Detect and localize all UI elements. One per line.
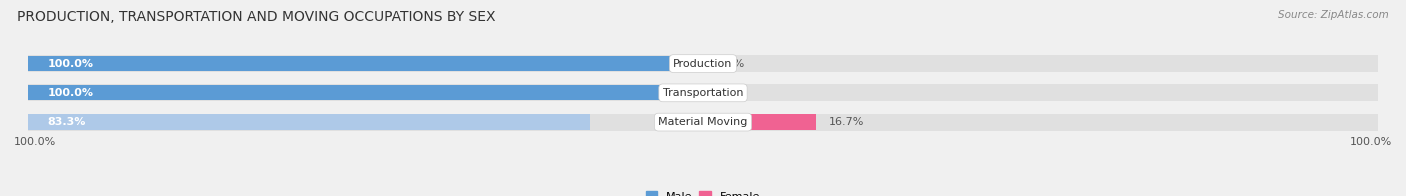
Bar	[28, 55, 1378, 72]
Bar	[28, 85, 703, 101]
Text: 100.0%: 100.0%	[48, 59, 94, 69]
Text: PRODUCTION, TRANSPORTATION AND MOVING OCCUPATIONS BY SEX: PRODUCTION, TRANSPORTATION AND MOVING OC…	[17, 10, 495, 24]
Text: Source: ZipAtlas.com: Source: ZipAtlas.com	[1278, 10, 1389, 20]
Text: 0.0%: 0.0%	[717, 88, 745, 98]
Text: 83.3%: 83.3%	[48, 117, 86, 127]
Bar	[28, 56, 703, 71]
Text: 100.0%: 100.0%	[1350, 137, 1392, 147]
Text: 16.7%: 16.7%	[830, 117, 865, 127]
Text: 100.0%: 100.0%	[48, 88, 94, 98]
Text: Production: Production	[673, 59, 733, 69]
Text: 100.0%: 100.0%	[14, 137, 56, 147]
Text: Transportation: Transportation	[662, 88, 744, 98]
Legend: Male, Female: Male, Female	[641, 187, 765, 196]
Text: Material Moving: Material Moving	[658, 117, 748, 127]
Bar	[28, 84, 1378, 101]
Bar	[28, 114, 1378, 131]
Text: 0.0%: 0.0%	[717, 59, 745, 69]
Bar	[703, 114, 815, 130]
Bar	[28, 114, 591, 130]
